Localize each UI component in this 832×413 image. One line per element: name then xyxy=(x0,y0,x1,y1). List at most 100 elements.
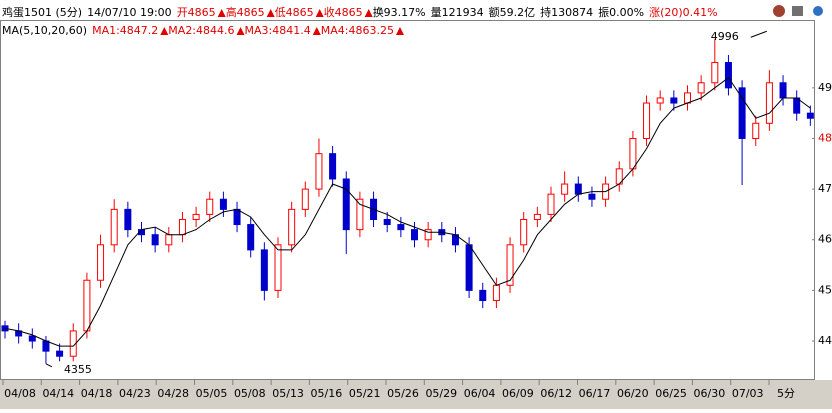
up-arrow xyxy=(312,27,321,35)
x-tick-label: 5分 xyxy=(777,387,795,400)
x-tick-label: 05/05 xyxy=(196,387,228,400)
candle-body xyxy=(765,82,773,124)
x-tick-label: 04/18 xyxy=(81,387,113,400)
up-arrow xyxy=(266,9,275,17)
candle-body xyxy=(547,193,555,215)
header-field: MA3:4841.4 xyxy=(245,24,311,37)
candle-body xyxy=(629,137,637,170)
header-field: 换93.17% xyxy=(373,5,426,19)
header-field: 持130874 xyxy=(540,5,593,19)
x-tick-label: 06/17 xyxy=(579,387,611,400)
candle-body xyxy=(588,193,596,200)
candle-body xyxy=(165,234,173,246)
y-tick-label: 48 xyxy=(818,131,832,144)
candle-body xyxy=(178,218,186,236)
candle-body xyxy=(738,87,746,139)
x-tick-label: 05/26 xyxy=(387,387,419,400)
x-axis-bar xyxy=(0,380,832,409)
header-field: 鸡蛋1501 (5分) xyxy=(2,5,82,19)
header-field: 开4865 xyxy=(177,6,216,19)
header-field: MA(5,10,20,60) xyxy=(2,24,87,37)
up-arrow xyxy=(217,9,226,17)
candle-body xyxy=(206,198,214,215)
candle-body xyxy=(124,208,132,231)
x-tick-label: 05/29 xyxy=(425,387,457,400)
up-arrow xyxy=(236,27,245,35)
candle-body xyxy=(247,224,255,251)
candle-body xyxy=(574,183,582,195)
x-tick-label: 07/03 xyxy=(732,387,764,400)
candle-body xyxy=(724,62,732,89)
annotation-leader xyxy=(750,30,767,38)
candle-body xyxy=(69,330,77,357)
candle-body xyxy=(656,97,664,104)
candle-body xyxy=(793,97,801,114)
x-tick-label: 05/16 xyxy=(311,387,343,400)
candle-body xyxy=(97,244,105,281)
annotation-leader xyxy=(45,363,53,368)
toolbar-icons[interactable] xyxy=(773,5,823,17)
candle-body xyxy=(411,229,418,241)
header-field: MA4:4863.25 xyxy=(321,24,394,37)
candle-body xyxy=(219,198,227,210)
icon[interactable] xyxy=(813,6,823,16)
candle-body xyxy=(806,112,814,119)
candle-body xyxy=(533,213,541,220)
up-arrow xyxy=(315,9,324,17)
y-tick-label: 47 xyxy=(818,182,832,195)
x-tick-label: 05/13 xyxy=(272,387,304,400)
icon[interactable] xyxy=(773,5,785,17)
candle-body xyxy=(424,229,432,241)
candle-body xyxy=(561,183,569,195)
candle-body xyxy=(42,340,50,352)
candle-body xyxy=(288,208,296,246)
candle-body xyxy=(301,188,309,210)
header-field: 14/07/10 19:00 xyxy=(87,6,172,19)
candle-body xyxy=(697,82,705,94)
y-tick-label: 45 xyxy=(818,283,832,296)
candle-body xyxy=(711,62,719,84)
x-tick-label: 05/08 xyxy=(234,387,266,400)
header-field: 额59.2亿 xyxy=(489,6,536,19)
candle-body xyxy=(151,234,159,246)
candle-body xyxy=(83,279,91,332)
icon[interactable] xyxy=(792,6,803,16)
candle-body xyxy=(492,284,500,302)
candle-body xyxy=(315,153,323,190)
candle-body xyxy=(752,122,760,139)
y-tick-label: 44 xyxy=(818,334,832,347)
x-tick-label: 05/21 xyxy=(349,387,381,400)
up-arrow xyxy=(395,27,404,35)
candle-body xyxy=(643,102,651,139)
header-field: MA2:4844.6 xyxy=(168,24,234,37)
candle-body xyxy=(397,224,405,231)
candle-body xyxy=(465,244,473,291)
x-tick-label: 04/08 xyxy=(4,387,36,400)
ma-line xyxy=(4,76,811,347)
candle-body xyxy=(1,325,9,332)
up-arrow xyxy=(160,27,169,35)
annotation: 4996 xyxy=(711,30,739,43)
candle-body xyxy=(274,244,282,291)
x-tick-label: 06/25 xyxy=(655,387,687,400)
x-tick-label: 04/23 xyxy=(119,387,151,400)
candle-body xyxy=(479,289,487,302)
candle-body xyxy=(520,218,528,246)
header-field: 高4865 xyxy=(226,5,265,19)
header-field: 涨(20)0.41% xyxy=(649,6,718,19)
candle-body xyxy=(233,208,241,226)
candle-body xyxy=(28,335,36,342)
candle-body xyxy=(356,198,364,231)
y-tick-label: 46 xyxy=(818,233,832,246)
candle-body xyxy=(506,244,514,286)
plot-frame xyxy=(0,20,815,380)
candle-body xyxy=(670,97,678,104)
candle-body xyxy=(684,92,691,104)
candle-body xyxy=(383,218,391,226)
candle-body xyxy=(779,82,787,99)
header-field: 低4865 xyxy=(275,6,314,19)
x-tick-label: 06/04 xyxy=(464,387,496,400)
candle-body xyxy=(342,178,350,231)
